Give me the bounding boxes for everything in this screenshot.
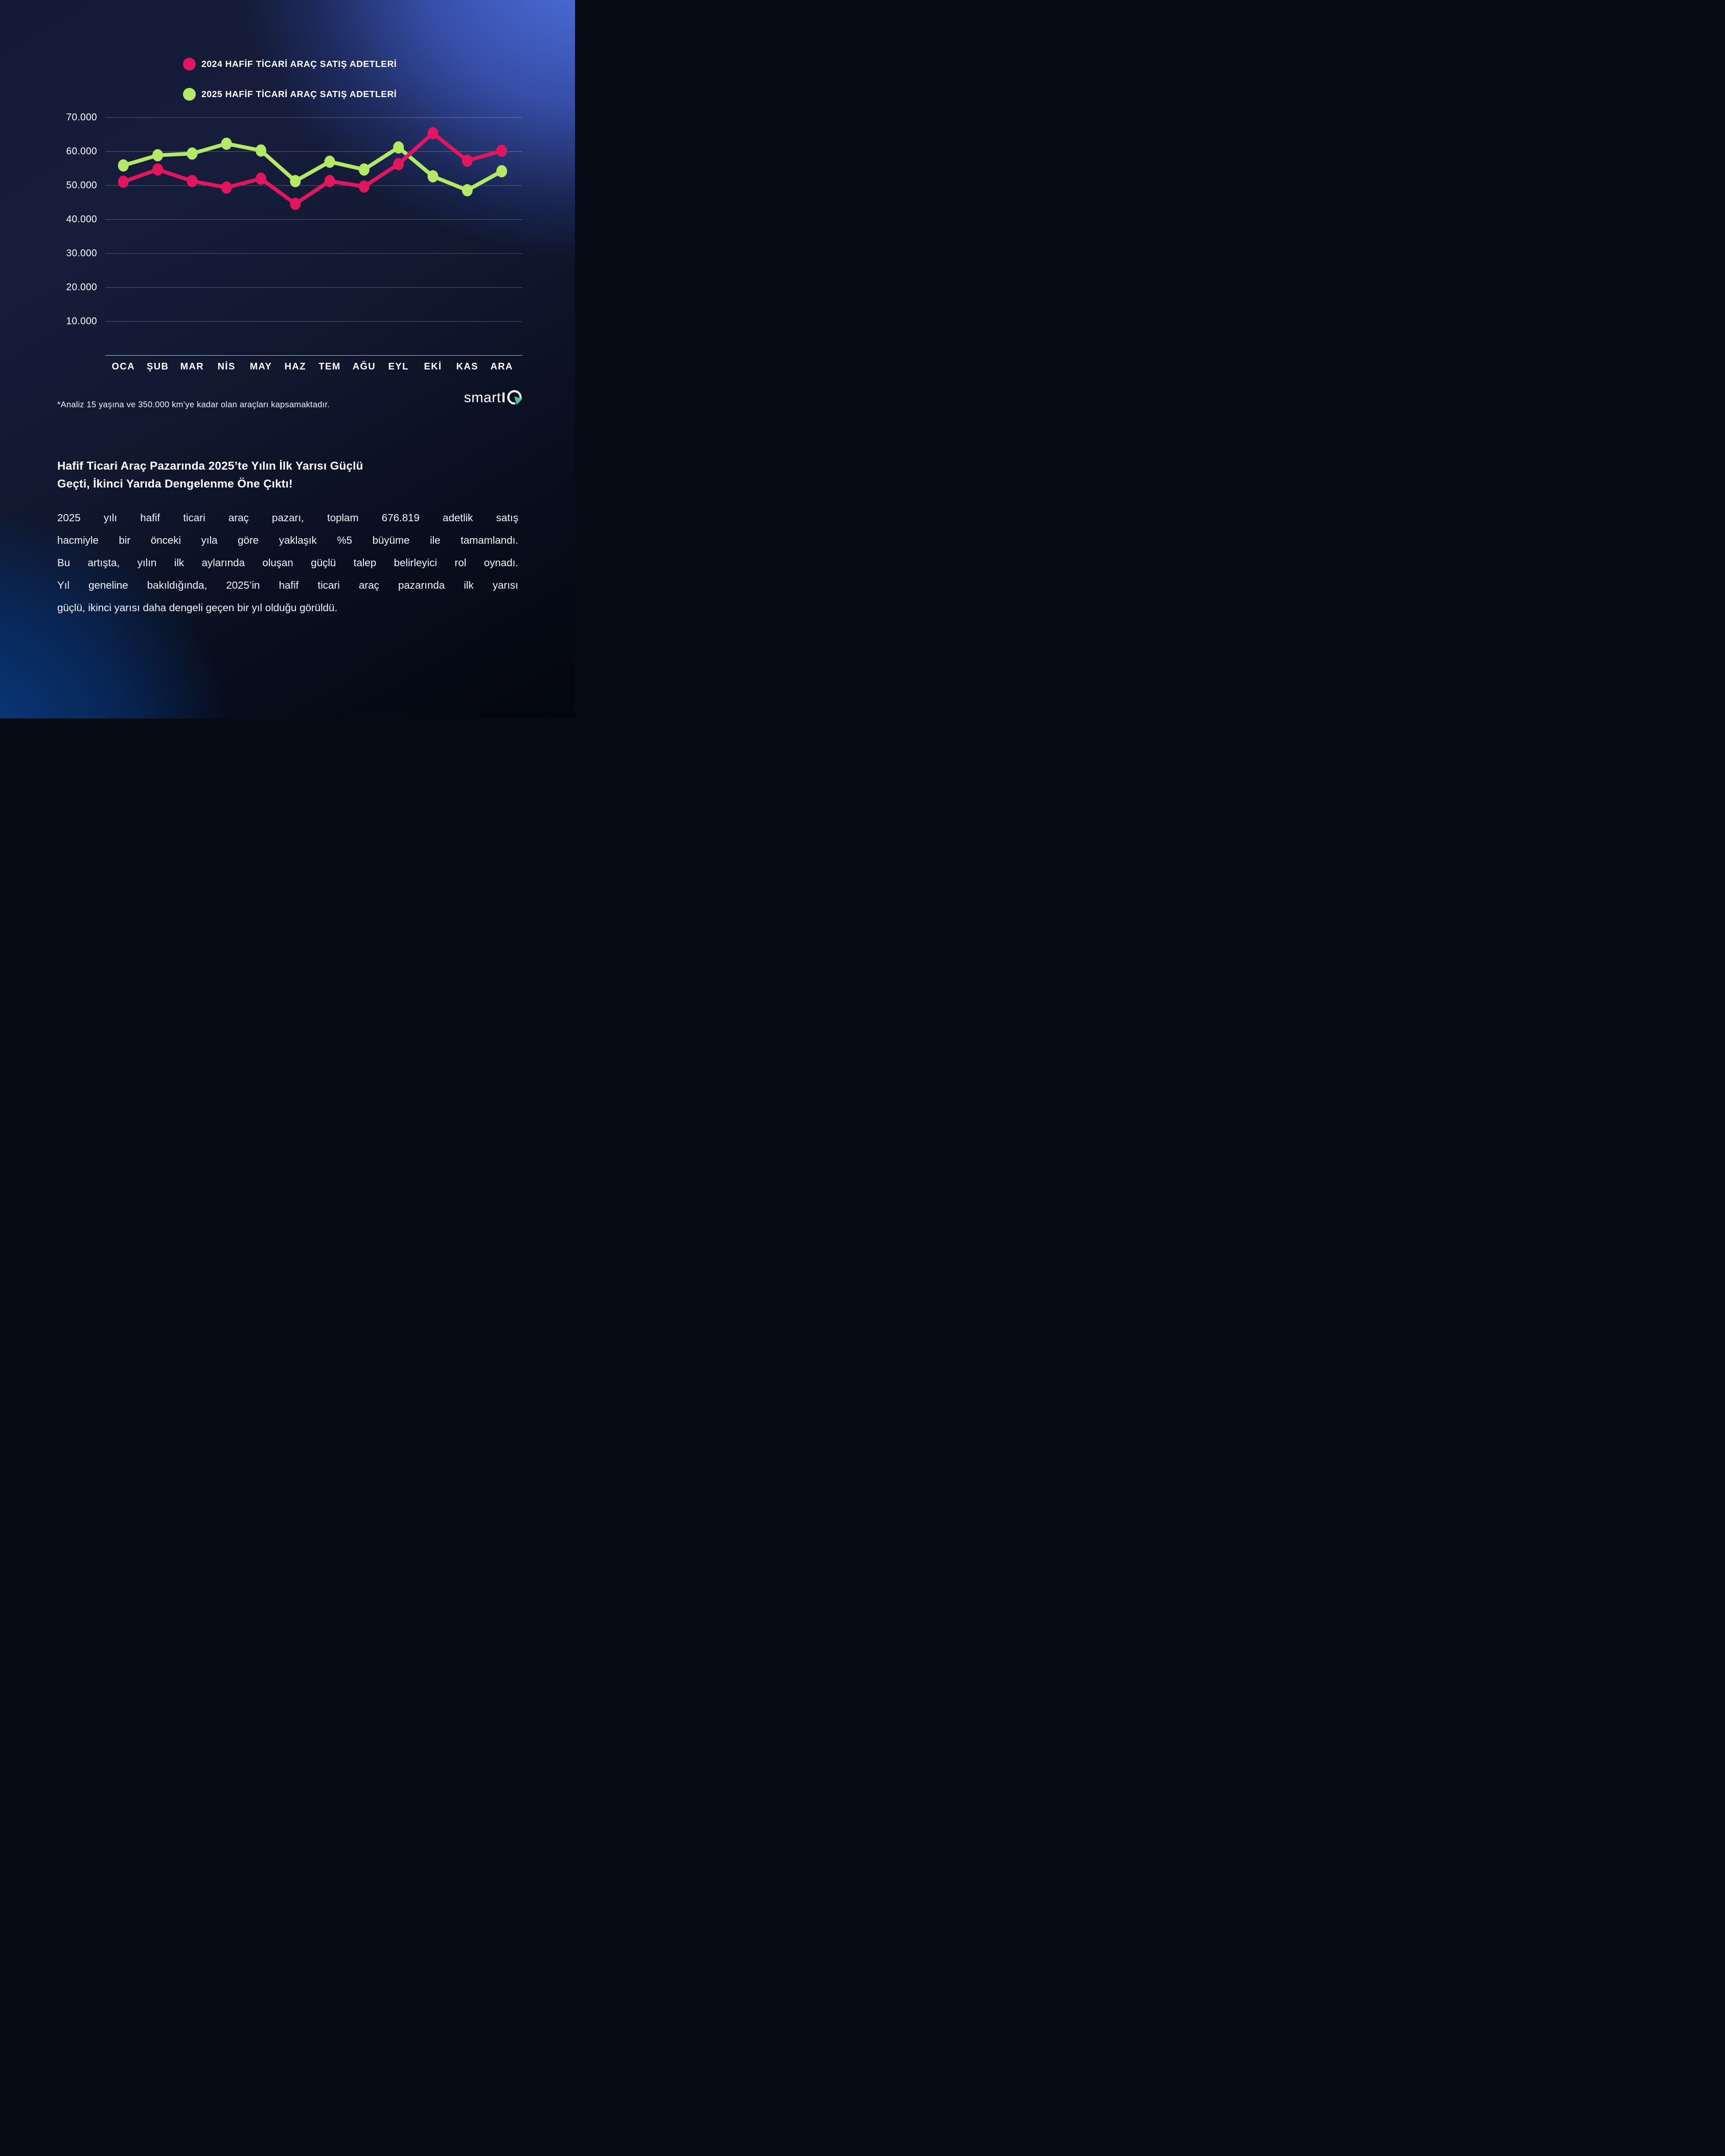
data-point (496, 165, 508, 178)
data-point (393, 158, 404, 171)
x-tick-label: TEM (318, 361, 340, 372)
data-point (427, 127, 439, 140)
series-2025 (118, 137, 508, 197)
data-point (152, 149, 164, 161)
data-point (324, 175, 335, 188)
y-axis-labels: 70.000 60.000 50.000 40.000 30.000 20.000 10.0… (66, 112, 97, 327)
data-point (290, 197, 301, 210)
x-axis-labels: OCA ŞUB MAR NİS MAY HAZ TEM AĞU EYL EKİ KAS ARA (112, 361, 513, 372)
x-tick-label: AĞU (353, 361, 376, 372)
x-tick-label: NİS (218, 361, 236, 372)
legend-dot-2025 (183, 88, 196, 101)
data-point (118, 175, 129, 188)
legend-dot-2024 (183, 58, 196, 71)
sales-line-chart: 70.000 60.000 50.000 40.000 30.000 20.000 10.0… (66, 112, 522, 372)
data-point (496, 145, 508, 157)
article-heading: Hafif Ticari Araç Pazarında 2025’te Yılı… (57, 457, 487, 493)
y-tick-label: 40.000 (66, 214, 97, 225)
infographic-poster: 2024 HAFİF TİCARİ ARAÇ SATIŞ ADETLERİ 20… (0, 0, 575, 718)
series-line (121, 142, 504, 193)
logo-q-icon (507, 390, 522, 405)
data-point (118, 159, 129, 172)
x-tick-label: OCA (112, 361, 135, 372)
data-point (358, 163, 370, 176)
data-point (187, 147, 198, 160)
data-point (221, 137, 232, 150)
heading-line-1: Hafif Ticari Araç Pazarında 2025’te Yılı… (57, 459, 363, 472)
body-line: hacmiyle bir önceki yıla göre yaklaşık %… (57, 535, 518, 546)
smartiq-logo: smart I (464, 388, 524, 407)
data-point (324, 155, 335, 168)
logo-q-wedge (514, 396, 522, 405)
data-point (427, 170, 439, 183)
data-point (221, 181, 232, 194)
heading-line-2: Geçti, İkinci Yarıda Dengelenme Öne Çıkt… (57, 477, 293, 490)
x-tick-label: HAZ (285, 361, 306, 372)
x-tick-label: MAY (250, 361, 272, 372)
data-point (462, 184, 473, 197)
x-tick-label: MAR (180, 361, 204, 372)
body-line: güçlü, ikinci yarısı daha dengeli geçen … (57, 602, 338, 614)
body-line: Bu artışta, yılın ilk aylarında oluşan g… (57, 557, 518, 569)
footnote: *Analiz 15 yaşına ve 350.000 km’ye kadar… (57, 400, 330, 409)
series-2024 (118, 127, 508, 210)
y-tick-label: 60.000 (66, 146, 97, 157)
y-tick-label: 20.000 (66, 282, 97, 293)
x-tick-label: ŞUB (147, 361, 169, 372)
x-tick-label: EYL (388, 361, 409, 372)
data-point (256, 172, 266, 185)
y-tick-label: 70.000 (66, 112, 97, 123)
legend-label-2025: 2025 HAFİF TİCARİ ARAÇ SATIŞ ADETLERİ (201, 89, 397, 99)
legend-item-2025: 2025 HAFİF TİCARİ ARAÇ SATIŞ ADETLERİ (183, 88, 397, 101)
legend-label-2024: 2024 HAFİF TİCARİ ARAÇ SATIŞ ADETLERİ (201, 59, 397, 69)
body-line: Yıl geneline bakıldığında, 2025’in hafif… (57, 579, 518, 591)
logo-text-i: I (501, 389, 505, 405)
y-tick-label: 50.000 (66, 180, 97, 191)
data-point (290, 175, 301, 188)
data-point (256, 144, 266, 157)
data-point (152, 163, 164, 176)
y-tick-label: 10.000 (66, 316, 97, 327)
legend-item-2024: 2024 HAFİF TİCARİ ARAÇ SATIŞ ADETLERİ (183, 58, 397, 71)
y-tick-label: 30.000 (66, 248, 97, 259)
gridlines (105, 117, 522, 322)
x-tick-label: EKİ (424, 361, 442, 372)
data-point (393, 141, 404, 154)
logo-text-smart: smart (464, 389, 501, 405)
data-point (462, 154, 473, 167)
x-tick-label: KAS (456, 361, 478, 372)
body-line: 2025 yılı hafif ticari araç pazarı, topl… (57, 512, 518, 524)
x-tick-label: ARA (490, 361, 513, 372)
logo-q-ring (507, 390, 522, 405)
article-body: 2025 yılı hafif ticari araç pazarı, topl… (57, 507, 518, 619)
data-point (358, 180, 370, 193)
data-point (187, 175, 198, 188)
series-line (121, 131, 504, 206)
